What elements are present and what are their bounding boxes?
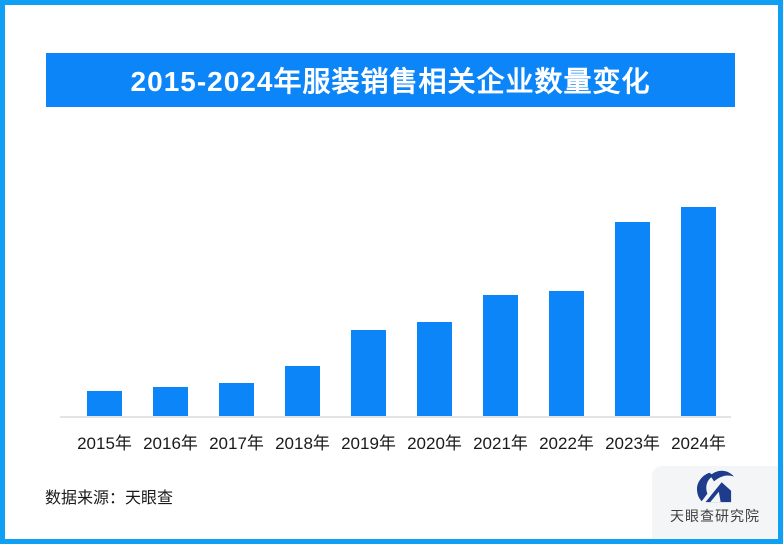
bar-2015年 (87, 391, 122, 416)
bar-chart: 2015年 2016年 2017年 2018年 2019年 2020年 2021年 2022年… (77, 156, 726, 453)
bar-column-2023年: 2023年 (605, 156, 660, 453)
logo-text: 天眼查研究院 (670, 508, 760, 524)
bar-2022年 (549, 291, 584, 416)
bar-column-2018年: 2018年 (275, 156, 330, 453)
bar-2021年 (483, 295, 518, 416)
x-tick-label-2016年: 2016年 (143, 434, 198, 453)
bar-2023年 (615, 222, 650, 416)
data-source-note: 数据来源：天眼查 (45, 490, 174, 507)
x-tick-label-2015年: 2015年 (77, 434, 132, 453)
x-tick-label-2017年: 2017年 (209, 434, 264, 453)
bar-2020年 (417, 322, 452, 416)
x-tick-label-2022年: 2022年 (539, 434, 594, 453)
title-banner: 2015-2024年服装销售相关企业数量变化 (46, 53, 735, 107)
bar-2019年 (351, 330, 386, 416)
logo-panel: 天眼查研究院 (652, 466, 778, 539)
bar-2018年 (285, 366, 320, 416)
bar-column-2017年: 2017年 (209, 156, 264, 453)
x-axis-line (60, 416, 731, 418)
page-title: 2015-2024年服装销售相关企业数量变化 (130, 66, 651, 97)
bar-column-2021年: 2021年 (473, 156, 528, 453)
x-tick-label-2024年: 2024年 (671, 434, 726, 453)
bar-column-2015年: 2015年 (77, 156, 132, 453)
bar-column-2020年: 2020年 (407, 156, 462, 453)
tianyancha-logo-icon (697, 470, 734, 503)
x-tick-label-2019年: 2019年 (341, 434, 396, 453)
bar-2017年 (219, 383, 254, 416)
bar-column-2016年: 2016年 (143, 156, 198, 453)
x-tick-label-2021年: 2021年 (473, 434, 528, 453)
bar-2024年 (681, 207, 716, 416)
bar-column-2019年: 2019年 (341, 156, 396, 453)
x-tick-label-2020年: 2020年 (407, 434, 462, 453)
bar-2016年 (153, 387, 188, 416)
x-tick-label-2018年: 2018年 (275, 434, 330, 453)
x-tick-label-2023年: 2023年 (605, 434, 660, 453)
bar-column-2024年: 2024年 (671, 156, 726, 453)
bar-column-2022年: 2022年 (539, 156, 594, 453)
